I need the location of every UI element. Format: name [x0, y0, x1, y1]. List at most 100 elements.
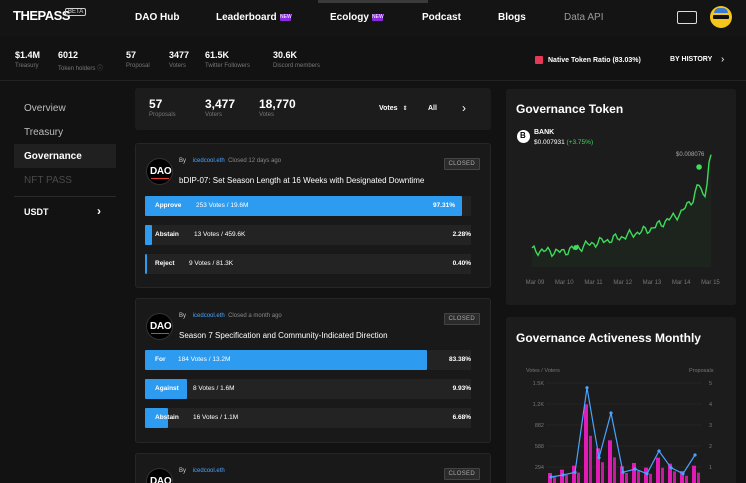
- nav-leaderboard[interactable]: Leaderboard: [216, 12, 277, 23]
- stat-voters: 3477 Voters: [169, 50, 190, 69]
- voters-point: [645, 472, 649, 476]
- proposal-card[interactable]: DAO By icedcool.eth Closed 12 days ago b…: [135, 143, 491, 288]
- sort-dropdown[interactable]: Votes ⇕: [379, 105, 408, 112]
- proposal-card[interactable]: DAO By icedcool.eth Closed a month ago S…: [135, 298, 491, 443]
- dao-logo: DAO: [146, 158, 173, 185]
- sidebar-divider: [14, 196, 116, 197]
- vote-progress-fill: [145, 379, 188, 399]
- bar: [625, 473, 628, 483]
- vote-progress-fill: [145, 408, 168, 428]
- sidebar-item-overview[interactable]: Overview: [24, 103, 66, 114]
- sidebar-item-governance[interactable]: Governance: [14, 144, 116, 168]
- stat-twitter-followers: 61.5K Twitter Followers: [205, 50, 251, 69]
- x-tick-label: Mar 12: [613, 280, 632, 286]
- x-tick-label: Mar 15: [701, 280, 720, 286]
- voters-point: [561, 473, 565, 477]
- wallet-icon[interactable]: [677, 11, 697, 24]
- governance-activeness-panel: Governance Activeness Monthly Votes / Vo…: [506, 317, 736, 483]
- thepass-logo[interactable]: THEPASS: [13, 8, 70, 23]
- bar: [668, 463, 672, 483]
- bar: [572, 465, 576, 483]
- proposal-author-link[interactable]: icedcool.eth: [192, 313, 225, 319]
- voters-point: [549, 475, 553, 479]
- voters-point: [669, 466, 673, 470]
- by-history-button[interactable]: BY HISTORY: [670, 56, 713, 63]
- vote-option-approve: Approve 253 Votes / 19.6M 97.31%: [145, 196, 471, 216]
- chevron-right-icon[interactable]: ›: [462, 101, 466, 115]
- price-area: [532, 154, 711, 267]
- sidebar: Overview Treasury Governance NFT PASS US…: [14, 96, 116, 218]
- chevron-right-icon[interactable]: ›: [721, 54, 725, 65]
- nav-data-api[interactable]: Data API: [564, 12, 604, 23]
- native-token-ratio-toggle[interactable]: Native Token Ratio (83.03%): [535, 56, 641, 64]
- voters-point: [585, 386, 589, 390]
- voters-line: [550, 387, 696, 478]
- voters-point: [657, 449, 661, 453]
- status-badge: CLOSED: [443, 313, 480, 325]
- sort-dropdown-label: Votes: [379, 105, 398, 112]
- bar: [560, 469, 564, 483]
- bar: [649, 473, 652, 483]
- stat-proposal: 57 Proposal: [126, 50, 150, 69]
- user-avatar[interactable]: [710, 6, 732, 28]
- voters-point: [693, 453, 697, 457]
- voters-point: [621, 470, 625, 474]
- proposal-meta: By icedcool.eth Closed 12 days ago: [179, 158, 282, 164]
- x-tick-label: Mar 14: [672, 280, 691, 286]
- right-axis-label: Proposals: [689, 368, 714, 374]
- bar: [565, 475, 568, 483]
- bar: [685, 475, 688, 483]
- y-tick-right: 4: [709, 402, 712, 408]
- voters-point: [681, 472, 685, 476]
- y-tick-right: 3: [709, 423, 712, 429]
- x-tick-label: Mar 13: [643, 280, 662, 286]
- vote-option-reject: Reject 9 Votes / 81.3K 0.40%: [145, 254, 471, 274]
- filter-dropdown[interactable]: All: [428, 105, 437, 112]
- nav-blogs[interactable]: Blogs: [498, 12, 526, 23]
- nav-podcast[interactable]: Podcast: [422, 12, 461, 23]
- x-tick-label: Mar 11: [584, 280, 603, 286]
- bar: [584, 404, 588, 483]
- bar: [692, 465, 696, 483]
- sidebar-item-treasury[interactable]: Treasury: [24, 127, 64, 138]
- proposal-card[interactable]: DAO By icedcool.eth CLOSED: [135, 453, 491, 483]
- vote-progress-fill: [145, 350, 427, 370]
- vote-option-for: For 184 Votes / 13.2M 83.38%: [145, 350, 471, 370]
- voters-point: [609, 411, 613, 415]
- summary-voters: 3,477 Voters: [205, 97, 236, 118]
- status-badge: CLOSED: [443, 158, 480, 170]
- proposal-title[interactable]: Season 7 Specification and Community-Ind…: [179, 331, 388, 340]
- bar: [656, 457, 660, 483]
- bar: [644, 467, 648, 483]
- bar: [589, 435, 592, 483]
- y-tick-right: 2: [709, 444, 712, 450]
- token-selector[interactable]: USDT ›: [14, 204, 116, 218]
- y-tick-left: 882: [535, 423, 544, 429]
- price-low-marker: [573, 245, 579, 251]
- bar: [601, 462, 604, 483]
- vote-progress-fill: [145, 196, 463, 216]
- chevron-right-icon: ›: [97, 204, 101, 218]
- voters-point: [597, 456, 601, 460]
- proposal-summary: 57 Proposals 3,477 Voters 18,770 Votes V…: [135, 88, 491, 130]
- price-peak-marker: [696, 164, 702, 170]
- stat-discord-members: 30.6K Discord members: [273, 50, 321, 69]
- ecology-new-tag: NEW: [372, 14, 384, 21]
- dao-logo: DAO: [146, 313, 173, 340]
- token-price-chart: Mar 09 Mar 10 Mar 11 Mar 12 Mar 13 Mar 14 Mar …: [526, 154, 720, 286]
- status-badge: CLOSED: [443, 468, 480, 480]
- nav-dao-hub[interactable]: DAO Hub: [135, 12, 180, 23]
- vote-option-abstain: Abstain 13 Votes / 459.6K 2.28%: [145, 225, 471, 245]
- vote-option-against: Against 8 Votes / 1.6M 9.93%: [145, 379, 471, 399]
- y-tick-left: 588: [535, 444, 544, 450]
- bar: [673, 471, 676, 483]
- nav-ecology[interactable]: Ecology: [330, 12, 369, 23]
- proposal-author-link[interactable]: icedcool.eth: [192, 468, 225, 474]
- y-tick-right: 5: [709, 381, 712, 387]
- checkbox-icon[interactable]: [535, 56, 543, 64]
- token-selector-label: USDT: [24, 207, 49, 217]
- proposal-title[interactable]: bDIP-07: Set Season Length at 16 Weeks w…: [179, 176, 425, 185]
- x-tick-label: Mar 09: [526, 280, 545, 286]
- proposal-author-link[interactable]: icedcool.eth: [192, 158, 225, 164]
- vote-progress-fill: [145, 254, 147, 274]
